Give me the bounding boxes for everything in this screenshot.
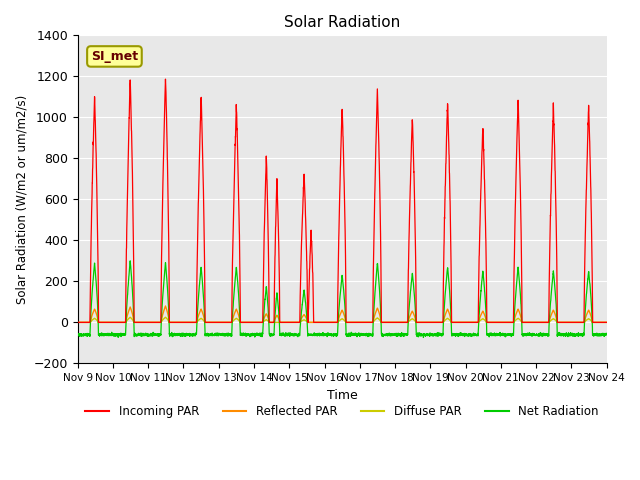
X-axis label: Time: Time: [327, 389, 358, 402]
Title: Solar Radiation: Solar Radiation: [284, 15, 400, 30]
Y-axis label: Solar Radiation (W/m2 or um/m2/s): Solar Radiation (W/m2 or um/m2/s): [15, 95, 28, 304]
Text: SI_met: SI_met: [91, 50, 138, 63]
Legend: Incoming PAR, Reflected PAR, Diffuse PAR, Net Radiation: Incoming PAR, Reflected PAR, Diffuse PAR…: [81, 401, 604, 423]
